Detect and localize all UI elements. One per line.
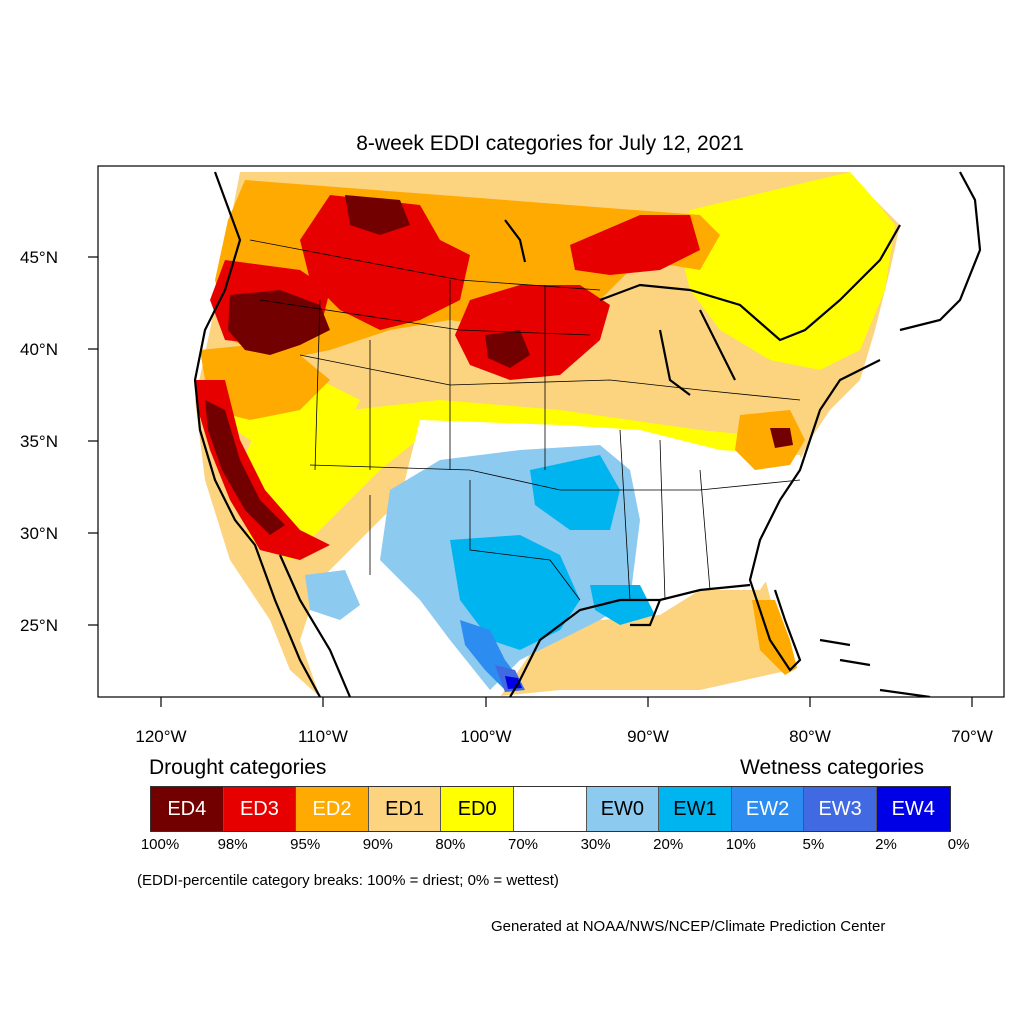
legend-color-bar: ED4 ED3 ED2 ED1 ED0 EW0 EW1 EW2 EW3 EW4 — [150, 786, 951, 832]
region-ed0-northeast — [680, 172, 895, 370]
legend-swatch-neutral — [513, 787, 587, 831]
percent-break-label: 80% — [435, 836, 466, 853]
region-ed4-california — [205, 400, 285, 535]
legend-swatch-ew1: EW1 — [659, 787, 732, 831]
region-ed4-virginia — [770, 428, 793, 448]
legend-swatch-ew4: EW4 — [876, 787, 950, 831]
category-note: (EDDI-percentile category breaks: 100% =… — [137, 872, 559, 889]
region-ed3-upper-midwest — [570, 215, 700, 275]
lat-label-25: 25°N — [20, 616, 58, 635]
region-ew1-gulf — [590, 585, 655, 625]
percent-break-label: 5% — [802, 836, 825, 853]
percent-break-label: 70% — [507, 836, 539, 853]
percent-break-label: 90% — [362, 836, 393, 853]
lon-label-90: 90°W — [627, 727, 669, 746]
percent-break-label: 10% — [725, 836, 756, 853]
legend-swatch-ew2: EW2 — [731, 787, 805, 831]
legend-swatch-ed4: ED4 — [151, 787, 224, 831]
percent-break-label: 95% — [290, 836, 321, 853]
map-layers — [193, 171, 982, 697]
legend-swatch-ed3: ED3 — [223, 787, 297, 831]
wetness-heading: Wetness categories — [740, 756, 925, 779]
percent-break-label: 100% — [140, 836, 180, 853]
region-ew1-oklahoma — [530, 455, 620, 530]
percent-break-label: 98% — [217, 836, 248, 853]
lon-label-110: 110°W — [298, 727, 348, 746]
lat-label-40: 40°N — [20, 340, 58, 359]
legend-swatch-ed1: ED1 — [368, 787, 442, 831]
lat-label-35: 35°N — [20, 432, 58, 451]
state-boundaries — [249, 239, 801, 601]
lon-label-120: 120°W — [135, 727, 186, 746]
region-ed4-oregon-idaho — [228, 290, 330, 355]
percent-break-label: 2% — [875, 836, 897, 853]
region-ed2-appalachia — [735, 410, 805, 470]
credit-text: Generated at NOAA/NWS/NCEP/Climate Predi… — [491, 918, 886, 935]
map-title: 8-week EDDI categories for July 12, 2021 — [356, 132, 744, 155]
lon-label-80: 80°W — [789, 727, 831, 746]
lat-label-30: 30°N — [20, 524, 58, 543]
region-ed4-dakotas — [485, 330, 530, 368]
region-ed4-montana — [345, 195, 410, 235]
legend-swatch-ed0: ED0 — [441, 787, 514, 831]
region-ed3-montana — [300, 195, 470, 330]
eddi-map: 45°N 40°N 35°N 30°N 25°N 120°W 110°W 100… — [20, 165, 1005, 746]
percent-break-label: 20% — [653, 836, 684, 853]
region-ew1-texas — [450, 535, 580, 650]
percent-break-label: 30% — [580, 836, 611, 853]
legend-swatch-ew3: EW3 — [804, 787, 877, 831]
region-ed2-west — [200, 345, 330, 420]
drought-heading: Drought categories — [149, 756, 327, 779]
region-ew0-mexico — [305, 570, 360, 620]
lon-label-70: 70°W — [951, 727, 993, 746]
legend-swatch-ew0: EW0 — [586, 787, 660, 831]
legend-swatch-ed2: ED2 — [296, 787, 369, 831]
coastlines — [193, 171, 982, 697]
longitude-labels: 120°W 110°W 100°W 90°W 80°W 70°W — [135, 727, 992, 746]
map-frame — [97, 165, 1005, 698]
latitude-labels: 45°N 40°N 35°N 30°N 25°N — [20, 248, 58, 635]
axis-ticks — [88, 256, 973, 707]
lon-label-100: 100°W — [460, 727, 511, 746]
lat-label-45: 45°N — [20, 248, 58, 267]
percent-break-label: 0% — [947, 836, 970, 853]
